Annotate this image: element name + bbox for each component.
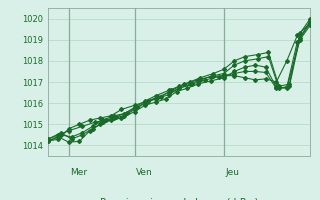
Text: Ven: Ven — [136, 168, 153, 177]
Text: Jeu: Jeu — [225, 168, 239, 177]
Text: Mer: Mer — [70, 168, 87, 177]
Text: Pression niveau de la mer( hPa ): Pression niveau de la mer( hPa ) — [100, 197, 258, 200]
